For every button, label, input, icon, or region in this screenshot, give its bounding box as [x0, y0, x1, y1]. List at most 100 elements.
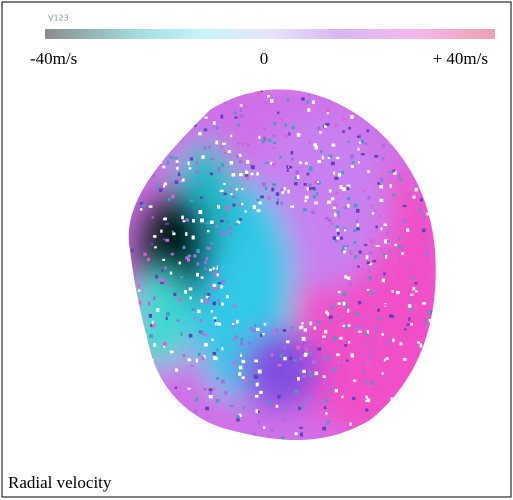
speckle-dot [188, 255, 192, 257]
speckle-dot [165, 239, 169, 242]
speckle-dot [352, 397, 355, 400]
speckle-dot [267, 400, 270, 403]
speckle-dot [334, 213, 337, 217]
speckle-dot [398, 237, 400, 240]
speckle-dot [380, 248, 383, 252]
speckle-dot [241, 338, 244, 342]
speckle-dot [259, 202, 262, 205]
speckle-dot [304, 345, 306, 347]
speckle-dot [163, 218, 167, 221]
speckle-dot [228, 150, 231, 153]
speckle-dot [209, 269, 212, 271]
speckle-dot [200, 319, 203, 322]
speckle-dot [206, 257, 208, 261]
speckle-dot [195, 162, 198, 165]
speckle-dot [326, 423, 330, 426]
speckle-dot [148, 302, 150, 306]
speckle-dot [356, 209, 360, 213]
speckle-dot [319, 131, 322, 133]
speckle-dot [344, 344, 347, 346]
colorbar-label: + 40m/s [433, 49, 488, 68]
speckle-dot [304, 354, 308, 357]
speckle-dot [258, 420, 261, 423]
speckle-dot [363, 190, 365, 193]
speckle-dot [240, 114, 244, 118]
speckle-dot [223, 232, 227, 236]
speckle-dot [244, 379, 248, 382]
speckle-dot [216, 127, 219, 129]
speckle-dot [183, 354, 186, 357]
speckle-dot [149, 334, 153, 337]
speckle-dot [343, 207, 347, 210]
speckle-dot [343, 292, 347, 296]
speckle-dot [267, 95, 270, 98]
speckle-dot [299, 427, 303, 429]
speckle-dot [352, 161, 355, 163]
speckle-dot [381, 227, 383, 230]
speckle-dot [203, 388, 206, 391]
speckle-dot [196, 359, 198, 363]
speckle-dot [350, 422, 352, 426]
speckle-dot [326, 109, 329, 112]
speckle-dot [164, 182, 167, 185]
speckle-dot [398, 245, 401, 249]
speckle-dot [213, 302, 217, 306]
speckle-dot [147, 258, 150, 261]
speckle-dot [214, 319, 216, 321]
speckle-dot [382, 279, 385, 283]
speckle-dot [239, 218, 242, 221]
speckle-dot [226, 295, 229, 298]
speckle-dot [367, 289, 369, 291]
speckle-dot [204, 301, 208, 304]
speckle-dot [391, 303, 394, 306]
speckle-dot [209, 395, 213, 398]
speckle-dot [322, 340, 325, 344]
speckle-dot [244, 104, 247, 108]
speckle-dot [325, 399, 329, 402]
speckle-dot [229, 233, 232, 236]
speckle-dot [336, 157, 340, 159]
speckle-dot [276, 405, 279, 408]
speckle-dot [221, 303, 224, 306]
speckle-dot [366, 316, 369, 319]
speckle-dot [406, 228, 409, 232]
speckle-dot [205, 407, 209, 411]
speckle-dot [335, 239, 337, 242]
speckle-dot [330, 222, 333, 225]
speckle-dot [392, 290, 395, 292]
speckle-dot [342, 316, 344, 318]
speckle-dot [332, 144, 336, 147]
speckle-dot [262, 140, 265, 143]
speckle-dot [160, 230, 162, 233]
speckle-dot [256, 199, 259, 201]
speckle-dot [361, 153, 365, 155]
speckle-dot [232, 173, 236, 176]
speckle-dot [361, 282, 365, 286]
speckle-dot [318, 345, 320, 348]
speckle-dot [282, 412, 284, 415]
speckle-dot [303, 208, 307, 211]
speckle-dot [196, 249, 200, 253]
speckle-dot [180, 332, 182, 336]
speckle-dot [254, 360, 258, 363]
speckle-dot [200, 197, 203, 199]
speckle-dot [344, 229, 346, 231]
speckle-dot [282, 191, 285, 194]
speckle-dot [309, 141, 311, 144]
speckle-dot [159, 188, 162, 192]
speckle-dot [375, 288, 378, 291]
speckle-dot [390, 226, 393, 229]
speckle-dot [347, 309, 349, 313]
speckle-dot [166, 312, 170, 316]
speckle-dot [309, 352, 312, 355]
speckle-dot [154, 246, 157, 248]
speckle-dot [425, 326, 429, 329]
speckle-dot [380, 178, 382, 181]
speckle-dot [218, 299, 220, 302]
speckle-dot [242, 188, 244, 190]
speckle-dot [240, 354, 242, 357]
speckle-dot [382, 333, 384, 336]
speckle-dot [220, 115, 223, 119]
speckle-dot [263, 127, 265, 129]
speckle-dot [311, 211, 315, 214]
